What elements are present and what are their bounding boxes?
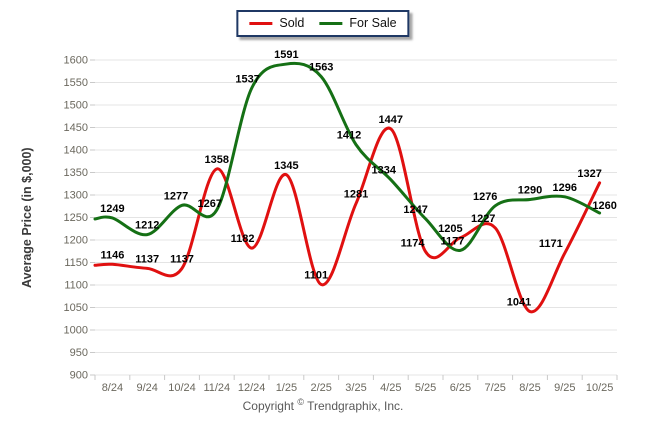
data-label: 1267 <box>198 198 222 210</box>
data-label: 1537 <box>235 73 259 85</box>
x-tick-label: 9/24 <box>136 382 157 394</box>
data-label: 1345 <box>274 160 298 172</box>
y-tick-label: 1200 <box>64 235 88 247</box>
x-tick-label: 1/25 <box>276 382 297 394</box>
data-label: 1277 <box>164 190 188 202</box>
data-label: 1101 <box>304 270 328 282</box>
for-sale-line-swatch <box>319 21 343 25</box>
data-label: 1247 <box>403 204 427 216</box>
data-label: 1296 <box>553 182 577 194</box>
data-label: 1249 <box>100 203 124 215</box>
data-label: 1563 <box>309 62 333 74</box>
data-label: 1146 <box>100 249 124 261</box>
data-label: 1358 <box>205 154 229 166</box>
y-tick-label: 900 <box>70 370 88 382</box>
y-tick-label: 1550 <box>64 77 88 89</box>
y-tick-label: 1100 <box>64 280 88 292</box>
copyright-suffix: Trendgraphix, Inc. <box>307 399 404 413</box>
data-label: 1174 <box>401 238 426 250</box>
y-tick-label: 1000 <box>64 325 88 337</box>
x-tick-label: 7/25 <box>484 382 505 394</box>
data-label: 1290 <box>518 185 542 197</box>
data-label: 1591 <box>274 49 298 61</box>
for-sale-line <box>93 61 602 252</box>
legend-item-sold: Sold <box>249 17 304 30</box>
x-tick-label: 10/24 <box>168 382 196 394</box>
copyright: Copyright © Trendgraphix, Inc. <box>0 397 646 413</box>
y-tick-label: 1500 <box>64 100 88 112</box>
x-tick-label: 6/25 <box>450 382 471 394</box>
x-tick-label: 11/24 <box>203 382 230 394</box>
legend-label-sold: Sold <box>279 16 305 30</box>
data-label: 1137 <box>135 253 159 265</box>
legend-label-for-sale: For Sale <box>349 16 397 30</box>
x-tick-label: 3/25 <box>345 382 366 394</box>
y-tick-label: 1250 <box>64 212 88 224</box>
data-label: 1205 <box>438 223 462 235</box>
data-label: 1137 <box>170 253 194 265</box>
data-label: 1182 <box>231 233 255 245</box>
sold-line-swatch <box>249 21 273 25</box>
x-tick-label: 8/25 <box>519 382 540 394</box>
x-tick-label: 5/25 <box>415 382 436 394</box>
x-tick-label: 10/25 <box>586 382 614 394</box>
data-label: 1276 <box>473 191 497 203</box>
x-tick-label: 2/25 <box>310 382 331 394</box>
x-tick-label: 12/24 <box>238 382 266 394</box>
copyright-prefix: Copyright <box>242 399 294 413</box>
y-tick-label: 950 <box>70 347 88 359</box>
data-label: 1412 <box>337 130 361 142</box>
y-tick-label: 1600 <box>64 55 88 67</box>
data-label: 1334 <box>372 165 397 177</box>
y-tick-label: 1350 <box>64 167 88 179</box>
data-label: 1212 <box>135 220 159 232</box>
legend: Sold For Sale <box>236 10 410 37</box>
data-label: 1281 <box>344 189 368 201</box>
y-tick-label: 1450 <box>64 122 88 134</box>
legend-item-for-sale: For Sale <box>319 16 397 30</box>
data-label: 1177 <box>440 235 464 247</box>
sold-line <box>93 126 602 314</box>
data-label: 1227 <box>471 213 495 225</box>
data-label: 1260 <box>592 200 616 212</box>
y-tick-label: 1050 <box>64 302 88 314</box>
y-tick-label: 1400 <box>64 145 88 157</box>
x-tick-label: 8/24 <box>102 382 123 394</box>
x-tick-label: 9/25 <box>554 382 575 394</box>
data-label: 1171 <box>539 238 563 250</box>
data-label: 1327 <box>577 168 601 180</box>
data-label: 1447 <box>379 114 403 126</box>
data-label: 1041 <box>507 297 531 309</box>
x-tick-label: 4/25 <box>380 382 401 394</box>
copyright-symbol: © <box>297 397 304 407</box>
y-tick-label: 1150 <box>64 257 88 269</box>
y-tick-label: 1300 <box>64 190 88 202</box>
